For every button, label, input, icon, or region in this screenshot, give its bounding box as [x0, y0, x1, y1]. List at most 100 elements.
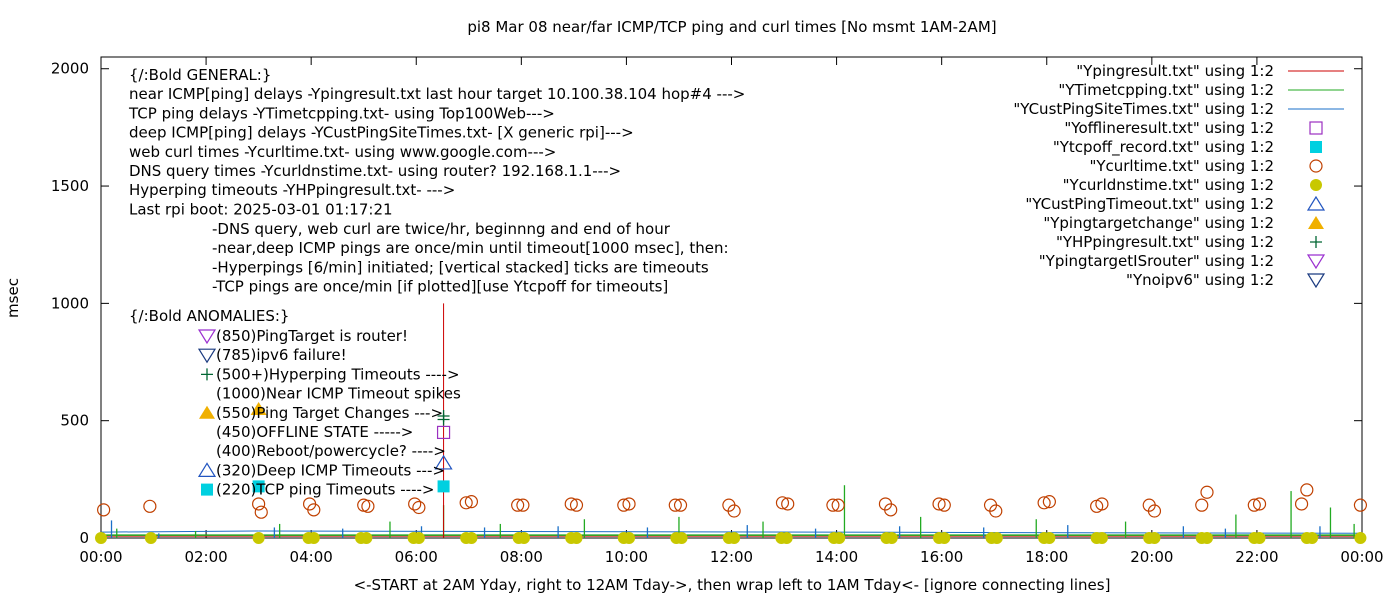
dns-time-point — [517, 532, 530, 544]
curl-time-point — [254, 505, 268, 519]
detail-note-line: -near,deep ICMP pings are once/min until… — [212, 239, 729, 257]
x-tick-label: 14:00 — [815, 548, 858, 566]
anomaly-key-marker — [201, 483, 213, 496]
y-tick-label: 1500 — [51, 177, 89, 195]
curl-time-point — [932, 497, 946, 511]
dns-time-point — [95, 532, 107, 544]
dns-time-point — [144, 532, 157, 544]
curl-time-point — [1252, 497, 1267, 511]
x-tick-label: 22:00 — [1235, 548, 1278, 566]
tcp-timeout-point — [252, 480, 265, 493]
dns-time-point — [1148, 532, 1161, 544]
curl-time-point — [464, 495, 479, 509]
curl-time-point — [516, 498, 530, 512]
curl-time-point — [937, 498, 951, 512]
offline-point — [436, 425, 451, 440]
x-tick-label: 16:00 — [920, 548, 963, 566]
curl-time-point — [357, 498, 371, 512]
legend-entry-label: "Ycurldnstime.txt" using 1:2 — [1063, 176, 1274, 194]
y-axis-label: msec — [4, 278, 22, 318]
curl-time-point — [459, 496, 473, 510]
hyperping-timeout-point — [437, 413, 450, 426]
curl-time-point — [1147, 504, 1162, 518]
general-note-line: deep ICMP[ping] delays -YCustPingSiteTim… — [129, 124, 634, 142]
curl-time-point — [97, 503, 111, 517]
detail-note-line: -DNS query, web curl are twice/hr, begin… — [212, 220, 671, 238]
curl-time-point — [884, 503, 898, 517]
x-tick-label: 20:00 — [1130, 548, 1173, 566]
legend-entry-marker — [1309, 121, 1323, 135]
general-note-line: near ICMP[ping] delays -Ypingresult.txt … — [129, 85, 745, 103]
general-note-line: {/:Bold GENERAL:} — [129, 66, 271, 84]
curl-time-point — [307, 503, 321, 517]
curl-time-point — [361, 499, 375, 513]
anomaly-line: (320)Deep ICMP Timeouts ---> — [216, 461, 445, 479]
legend-entry-label: "Ycurltime.txt" using 1:2 — [1089, 157, 1274, 175]
anomalies-title: {/:Bold ANOMALIES:} — [129, 307, 289, 325]
dns-time-point — [360, 532, 373, 544]
curl-time-point — [831, 498, 845, 512]
plot-area: 0 500 1000 1500 2000 00:00 02:00 04:00 06:00 08:0… — [51, 56, 1384, 566]
legend-entry-label: "Ytcpoff_record.txt" using 1:2 — [1053, 138, 1274, 157]
legend-entry-label: "Yofflineresult.txt" using 1:2 — [1064, 119, 1274, 137]
deep-icmp-connect-line — [100, 530, 259, 533]
y-tick-label: 1000 — [51, 294, 89, 312]
curl-time-point — [1300, 483, 1314, 497]
y-tick-label: 500 — [60, 412, 89, 430]
x-tick-label: 10:00 — [605, 548, 648, 566]
legend-entry-marker — [1310, 236, 1322, 248]
dns-time-point — [728, 532, 741, 544]
curl-time-point — [1042, 495, 1056, 509]
legend-entry-label: "YTimetcpping.txt" using 1:2 — [1058, 81, 1274, 99]
legend-entry-label: "Ypingresult.txt" using 1:2 — [1076, 62, 1274, 80]
tcp-timeout-point — [437, 480, 450, 493]
curl-time-point — [511, 498, 525, 512]
dns-time-point — [412, 532, 425, 544]
curl-time-point — [781, 497, 795, 511]
general-note-line: Hyperping timeouts -YHPpingresult.txt- -… — [129, 181, 455, 199]
curl-time-point — [1353, 498, 1368, 512]
anomaly-line: (785)ipv6 failure! — [216, 346, 347, 364]
legend: "Ypingresult.txt" using 1:2"YTimetcpping… — [1013, 62, 1344, 289]
dns-time-point — [1095, 532, 1108, 544]
x-tick-label: 00:00 — [1340, 548, 1383, 566]
dns-time-point — [885, 532, 898, 544]
curl-time-point — [408, 497, 422, 511]
general-note-line: web curl times -Ycurltime.txt- using www… — [129, 143, 556, 161]
curl-time-point — [826, 498, 840, 512]
general-note-line: DNS query times -Ycurldnstime.txt- using… — [129, 162, 621, 180]
anomaly-key-marker — [197, 329, 217, 345]
dns-time-point — [833, 532, 846, 544]
curl-time-point — [622, 497, 636, 511]
dns-time-point — [570, 532, 583, 544]
legend-entry-marker — [1306, 195, 1326, 211]
dns-time-point — [465, 532, 478, 544]
curl-time-point — [617, 498, 631, 512]
legend-entry-label: "YpingtargetISrouter" using 1:2 — [1039, 252, 1274, 270]
chart-title: pi8 Mar 08 near/far ICMP/TCP ping and cu… — [467, 18, 996, 36]
x-tick-label: 12:00 — [710, 548, 753, 566]
dns-time-point — [252, 532, 265, 544]
dns-time-point — [1306, 532, 1319, 544]
curl-time-point — [1095, 497, 1109, 511]
detail-note-line: -Hyperpings [6/min] initiated; [vertical… — [212, 258, 709, 276]
x-axis-label: <-START at 2AM Yday, right to 12AM Tday-… — [354, 576, 1111, 594]
curl-time-point — [1037, 496, 1051, 510]
general-note-line: TCP ping delays -YTimetcpping.txt- using… — [128, 104, 555, 122]
x-tick-label: 06:00 — [395, 548, 438, 566]
dns-time-point — [938, 532, 951, 544]
dns-time-point — [1201, 532, 1214, 544]
legend-entry-label: "Ynoipv6" using 1:2 — [1126, 271, 1274, 289]
x-tick-label: 02:00 — [184, 548, 227, 566]
legend-entry-label: "YCustPingSiteTimes.txt" using 1:2 — [1013, 100, 1274, 118]
dns-time-point — [1354, 532, 1367, 544]
anomaly-line: (220)TCP ping Timeouts ----> — [216, 481, 434, 499]
legend-entry-label: "YCustPingTimeout.txt" using 1:2 — [1025, 195, 1274, 213]
curl-time-point — [668, 498, 682, 512]
anomaly-line: (850)PingTarget is router! — [216, 327, 408, 345]
dns-time-point — [675, 532, 688, 544]
curl-time-point — [412, 500, 426, 515]
general-note-line: Last rpi boot: 2025-03-01 01:17:21 — [129, 200, 393, 218]
ping-target-change-point — [250, 401, 267, 415]
anomaly-line: (450)OFFLINE STATE -----> — [216, 423, 413, 441]
